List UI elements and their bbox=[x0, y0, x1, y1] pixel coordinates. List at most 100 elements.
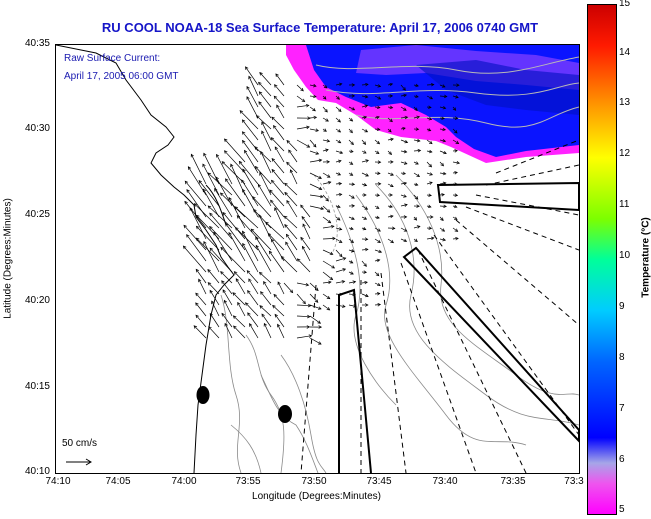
current-vector bbox=[261, 130, 272, 152]
current-vector-head bbox=[183, 224, 187, 229]
current-vector-head bbox=[364, 94, 369, 99]
current-vector-head bbox=[430, 215, 434, 219]
current-vector-head bbox=[284, 224, 288, 228]
current-vector-head bbox=[255, 236, 259, 241]
current-vector-head bbox=[215, 176, 219, 181]
current-vector bbox=[271, 180, 285, 196]
current-vector bbox=[361, 293, 369, 297]
current-vector-head bbox=[246, 270, 251, 274]
current-vector-head bbox=[322, 96, 327, 100]
current-vector-head bbox=[352, 280, 357, 284]
current-vector-head bbox=[285, 241, 289, 246]
current-vector bbox=[439, 84, 446, 88]
current-vector-head bbox=[312, 143, 317, 148]
current-vector-head bbox=[253, 208, 257, 213]
map-plot-area[interactable]: Raw Surface Current: April 17, 2005 06:0… bbox=[55, 44, 580, 474]
current-vector bbox=[426, 139, 433, 144]
current-vector-head bbox=[403, 149, 408, 154]
current-vector-head bbox=[261, 121, 265, 125]
current-vector bbox=[309, 172, 322, 179]
current-vector bbox=[259, 272, 272, 284]
current-vector bbox=[274, 84, 285, 97]
current-vector bbox=[322, 117, 329, 122]
current-vector bbox=[259, 72, 272, 86]
current-vector-head bbox=[441, 193, 445, 197]
current-vector-head bbox=[270, 199, 274, 204]
current-vector bbox=[439, 95, 447, 97]
current-vector-head bbox=[224, 138, 228, 143]
current-vector-head bbox=[391, 226, 396, 231]
current-vector-head bbox=[245, 66, 249, 70]
current-vector-head bbox=[402, 87, 406, 91]
colorbar-tick: 15 bbox=[619, 0, 631, 9]
current-vector bbox=[190, 154, 207, 185]
current-vector-head bbox=[258, 271, 263, 276]
current-vector bbox=[322, 304, 330, 311]
current-vector-head bbox=[443, 204, 447, 209]
current-vector bbox=[195, 314, 207, 328]
current-vector-head bbox=[403, 238, 408, 243]
current-vector-head bbox=[440, 162, 444, 167]
current-vector-head bbox=[403, 228, 408, 232]
current-vector-head bbox=[318, 341, 322, 345]
current-vector-head bbox=[377, 228, 381, 232]
current-vector-head bbox=[207, 282, 212, 286]
current-date: April 17, 2005 06:00 GMT bbox=[64, 71, 179, 82]
current-vector-head bbox=[255, 115, 260, 119]
current-vector bbox=[309, 205, 324, 210]
current-vector bbox=[216, 154, 233, 185]
current-vector bbox=[247, 312, 259, 328]
current-vector-head bbox=[222, 211, 226, 216]
current-vector bbox=[285, 241, 298, 262]
current-vector-head bbox=[326, 209, 331, 213]
current-vector bbox=[220, 271, 233, 284]
y-tick: 40:20 bbox=[24, 295, 50, 306]
current-vector-head bbox=[389, 118, 393, 123]
current-vector bbox=[296, 282, 309, 286]
current-vector-head bbox=[350, 271, 354, 275]
current-vector-head bbox=[339, 150, 344, 155]
current-vector bbox=[234, 271, 246, 284]
current-vector-head bbox=[323, 85, 328, 89]
current-vector bbox=[361, 172, 369, 177]
current-vector bbox=[222, 212, 246, 240]
current-vector bbox=[322, 260, 335, 269]
current-vector bbox=[274, 314, 285, 328]
y-axis-label: Latitude (Degrees:Minutes) bbox=[2, 198, 14, 319]
current-vector bbox=[439, 182, 446, 185]
current-vector-head bbox=[403, 194, 407, 198]
current-vector-head bbox=[428, 105, 432, 109]
current-vector-head bbox=[364, 206, 369, 210]
current-vector bbox=[233, 325, 246, 339]
y-tick: 40:15 bbox=[24, 381, 50, 392]
current-vector-head bbox=[403, 181, 408, 186]
colorbar-tick: 14 bbox=[619, 47, 631, 58]
current-vector bbox=[348, 293, 356, 296]
current-vector-head bbox=[415, 127, 420, 131]
current-vector-head bbox=[376, 105, 381, 110]
current-vector-head bbox=[190, 153, 194, 158]
current-vector-head bbox=[274, 146, 278, 151]
current-vector bbox=[322, 84, 328, 89]
current-vector bbox=[387, 215, 394, 218]
current-vector bbox=[322, 194, 329, 202]
current-vector-head bbox=[209, 212, 213, 217]
current-vector bbox=[203, 241, 220, 273]
current-vector-head bbox=[351, 83, 356, 87]
current-vector bbox=[258, 82, 272, 97]
current-vector bbox=[413, 150, 421, 152]
current-vector bbox=[245, 302, 259, 317]
current-vector-head bbox=[390, 137, 394, 142]
current-vector-head bbox=[404, 115, 409, 120]
current-vector-head bbox=[327, 180, 332, 185]
current-vector-head bbox=[454, 193, 459, 197]
current-vector-head bbox=[195, 214, 200, 219]
colorbar-tick: 7 bbox=[619, 403, 625, 414]
current-vector-head bbox=[377, 182, 382, 186]
current-vector-head bbox=[443, 150, 447, 155]
current-vector-head bbox=[363, 115, 368, 120]
current-vector-head bbox=[338, 108, 342, 112]
current-vector bbox=[387, 238, 394, 243]
current-vector-head bbox=[224, 322, 228, 327]
current-vector bbox=[348, 271, 354, 275]
